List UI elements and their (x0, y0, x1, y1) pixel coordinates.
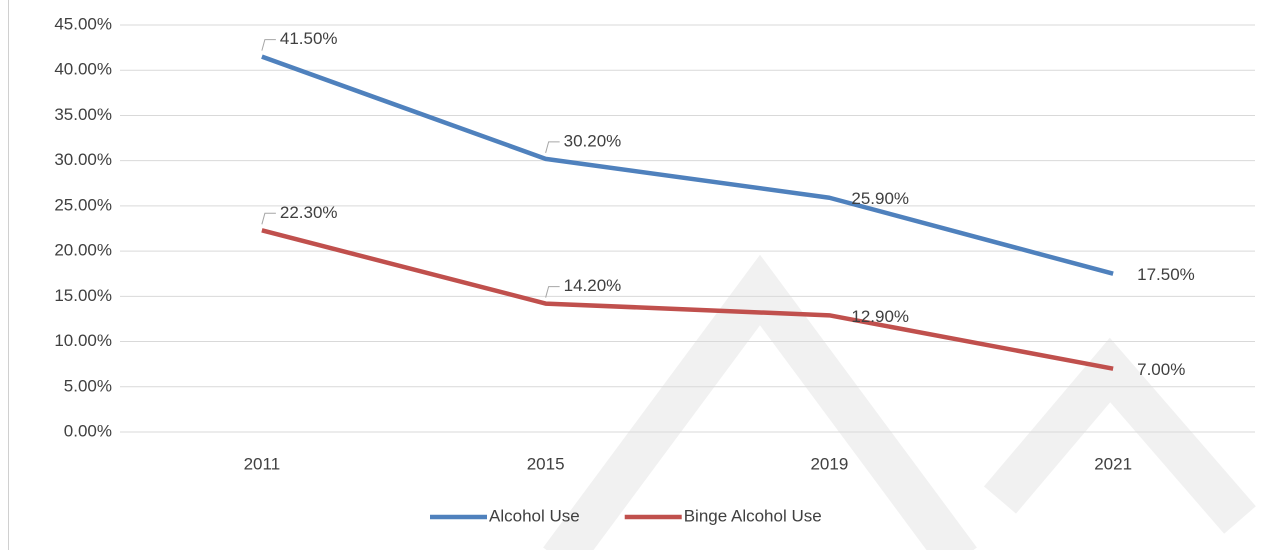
y-tick-label: 45.00% (54, 14, 112, 33)
x-tick-label: 2021 (1094, 454, 1132, 473)
label-leader (261, 39, 276, 51)
legend-label: Binge Alcohol Use (684, 506, 822, 525)
y-tick-label: 20.00% (54, 241, 112, 260)
label-leader (545, 286, 560, 298)
data-line (261, 228, 1114, 371)
watermark-letter (543, 254, 977, 550)
y-tick-label: 30.00% (54, 150, 112, 169)
legend-label: Alcohol Use (489, 506, 580, 525)
data-line (261, 54, 1114, 276)
y-tick-label: 5.00% (64, 376, 112, 395)
data-label: 12.90% (851, 307, 909, 326)
data-label: 41.50% (280, 29, 338, 48)
watermark-letter (983, 337, 1256, 534)
x-tick-label: 2019 (810, 454, 848, 473)
y-tick-label: 40.00% (54, 60, 112, 79)
data-label: 14.20% (564, 276, 622, 295)
label-leader (545, 141, 560, 153)
x-tick-label: 2011 (244, 454, 281, 473)
data-label: 30.20% (564, 131, 622, 150)
data-label: 25.90% (851, 189, 909, 208)
y-tick-label: 15.00% (54, 286, 112, 305)
y-tick-label: 0.00% (64, 421, 112, 440)
x-tick-label: 2015 (527, 454, 565, 473)
y-tick-label: 10.00% (54, 331, 112, 350)
data-label: 7.00% (1137, 360, 1185, 379)
data-label: 17.50% (1137, 265, 1195, 284)
data-label: 22.30% (280, 203, 338, 222)
y-tick-label: 35.00% (54, 105, 112, 124)
y-tick-label: 25.00% (54, 195, 112, 214)
label-leader (261, 212, 276, 225)
